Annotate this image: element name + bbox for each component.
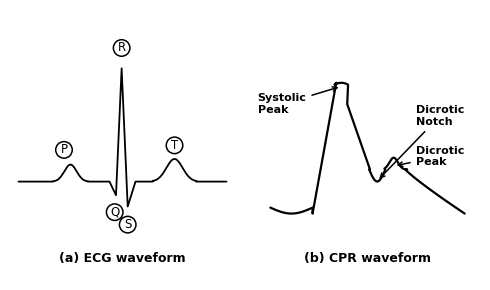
Text: S: S bbox=[124, 218, 131, 231]
Text: Systolic
Peak: Systolic Peak bbox=[258, 87, 337, 115]
Text: (b) CPR waveform: (b) CPR waveform bbox=[304, 252, 431, 265]
Text: Dicrotic
Peak: Dicrotic Peak bbox=[398, 146, 464, 167]
Text: P: P bbox=[60, 143, 68, 156]
Text: R: R bbox=[118, 41, 126, 55]
Text: (a) ECG waveform: (a) ECG waveform bbox=[59, 252, 186, 265]
Text: Dicrotic
Notch: Dicrotic Notch bbox=[380, 105, 464, 178]
Text: Q: Q bbox=[110, 206, 120, 219]
Text: T: T bbox=[171, 139, 178, 152]
